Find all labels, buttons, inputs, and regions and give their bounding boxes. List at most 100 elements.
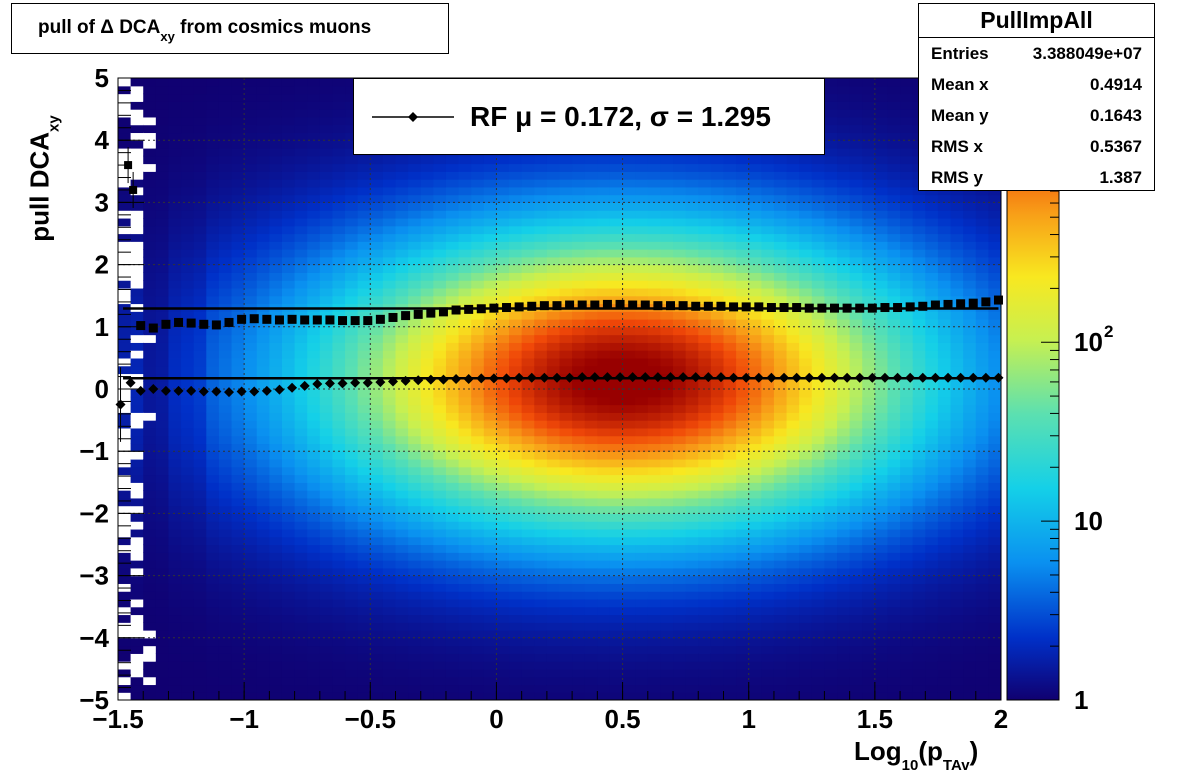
heatmap-cell [685, 497, 699, 507]
heatmap-cell [597, 249, 611, 258]
heatmap-cell [281, 389, 296, 398]
heatmap-cell [597, 225, 611, 235]
heatmap-cell [496, 202, 510, 211]
heatmap-cell [256, 505, 270, 514]
heatmap-cell [736, 217, 750, 227]
heatmap-cell [874, 575, 889, 584]
heatmap-cell [382, 497, 397, 507]
heatmap-cell [294, 365, 308, 375]
heatmap-cell [395, 350, 409, 359]
heatmap-cell [837, 210, 851, 219]
heatmap-cell [584, 630, 598, 639]
heatmap-cell [206, 256, 220, 266]
heatmap-cell [155, 389, 170, 398]
heatmap-cell [118, 365, 132, 375]
heatmap-cell [862, 295, 876, 305]
heatmap-cell [761, 435, 775, 445]
heatmap-cell [723, 334, 737, 343]
heatmap-cell [294, 396, 308, 406]
heatmap-cell [269, 598, 283, 608]
heatmap-cell [370, 233, 384, 242]
heatmap-cell [420, 653, 434, 662]
heatmap-cell [647, 171, 662, 180]
heatmap-cell [862, 482, 876, 491]
heatmap-cell [534, 210, 548, 219]
heatmap-cell [357, 381, 371, 390]
heatmap-cell [281, 78, 296, 87]
heatmap-cell [496, 334, 510, 343]
heatmap-cell [660, 676, 674, 686]
heatmap-cell [307, 342, 321, 351]
heatmap-cell [118, 451, 132, 460]
heatmap-cell [710, 342, 725, 351]
heatmap-cell [168, 295, 182, 305]
heatmap-cell [130, 575, 144, 584]
heatmap-cell [748, 684, 762, 693]
heatmap-cell [155, 264, 170, 273]
heatmap-cell [736, 350, 750, 359]
heatmap-cell [862, 381, 876, 390]
heatmap-cell [168, 614, 182, 623]
heatmap-cell [710, 661, 725, 670]
heatmap-cell [256, 326, 270, 336]
heatmap-cell [471, 575, 485, 584]
heatmap-cell [420, 443, 434, 452]
heatmap-cell [408, 350, 422, 359]
heatmap-cell [786, 560, 800, 569]
heatmap-cell [420, 692, 434, 700]
heatmap-cell [521, 513, 535, 522]
heatmap-cell [609, 171, 624, 180]
heatmap-cell [572, 256, 586, 266]
heatmap-cell [673, 497, 687, 507]
heatmap-cell [685, 466, 699, 476]
heatmap-cell [584, 427, 598, 437]
heatmap-cell [269, 194, 283, 203]
heatmap-cell [143, 427, 157, 437]
heatmap-cell [307, 692, 321, 700]
heatmap-cell [130, 396, 144, 406]
heatmap-cell [837, 645, 851, 654]
heatmap-cell [546, 210, 561, 219]
heatmap-cell [319, 505, 334, 514]
heatmap-cell [597, 505, 611, 514]
heatmap-cell [824, 249, 838, 258]
heatmap-cell [395, 326, 409, 336]
heatmap-cell [521, 536, 535, 546]
heatmap-cell [483, 381, 498, 390]
heatmap-cell [420, 474, 434, 483]
heatmap-cell [130, 528, 144, 538]
heatmap-cell [559, 287, 573, 297]
heatmap-cell [420, 334, 434, 343]
heatmap-cell [647, 163, 662, 172]
heatmap-cell [874, 443, 889, 452]
heatmap-cell [143, 661, 157, 670]
heatmap-cell [332, 653, 346, 662]
heatmap-cell [281, 202, 296, 211]
heatmap-cell [811, 598, 825, 608]
heatmap-cell [786, 637, 800, 647]
heatmap-cell [206, 93, 220, 102]
heatmap-cell [609, 225, 624, 235]
heatmap-cell [647, 451, 662, 460]
heatmap-cell [181, 505, 195, 514]
heatmap-cell [181, 326, 195, 336]
heatmap-cell [786, 505, 800, 514]
heatmap-cell [837, 443, 851, 452]
heatmap-cell [420, 389, 434, 398]
heatmap-cell [773, 210, 788, 219]
heatmap-cell [118, 591, 132, 600]
heatmap-cell [710, 350, 725, 359]
heatmap-cell [799, 381, 813, 390]
heatmap-cell [395, 280, 409, 289]
heatmap-cell [660, 466, 674, 476]
heatmap-cell [862, 389, 876, 398]
heatmap-cell [698, 350, 712, 359]
heatmap-cell [218, 427, 233, 437]
heatmap-cell [698, 474, 712, 483]
heatmap-cell [622, 389, 636, 398]
heatmap-cell [609, 521, 624, 530]
heatmap-cell [761, 272, 775, 281]
heatmap-cell [837, 186, 851, 196]
heatmap-cell [773, 466, 788, 476]
heatmap-cell [773, 490, 788, 499]
